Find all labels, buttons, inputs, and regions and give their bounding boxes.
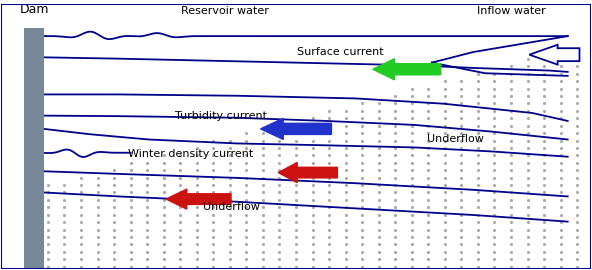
Text: Winter density current: Winter density current bbox=[128, 149, 253, 159]
FancyArrow shape bbox=[166, 189, 231, 209]
Bar bbox=[24, 28, 44, 269]
FancyArrow shape bbox=[529, 45, 580, 65]
Text: Reservoir water: Reservoir water bbox=[181, 6, 269, 16]
Text: Surface current: Surface current bbox=[297, 47, 384, 57]
Text: Turbidity current: Turbidity current bbox=[175, 111, 267, 121]
FancyArrow shape bbox=[260, 118, 332, 139]
FancyArrow shape bbox=[278, 163, 337, 183]
Text: Dam: Dam bbox=[20, 3, 49, 16]
Text: Inflow water: Inflow water bbox=[477, 6, 546, 16]
Text: Underflow: Underflow bbox=[427, 134, 484, 144]
Text: Underflow: Underflow bbox=[202, 202, 259, 212]
FancyArrow shape bbox=[373, 59, 440, 80]
